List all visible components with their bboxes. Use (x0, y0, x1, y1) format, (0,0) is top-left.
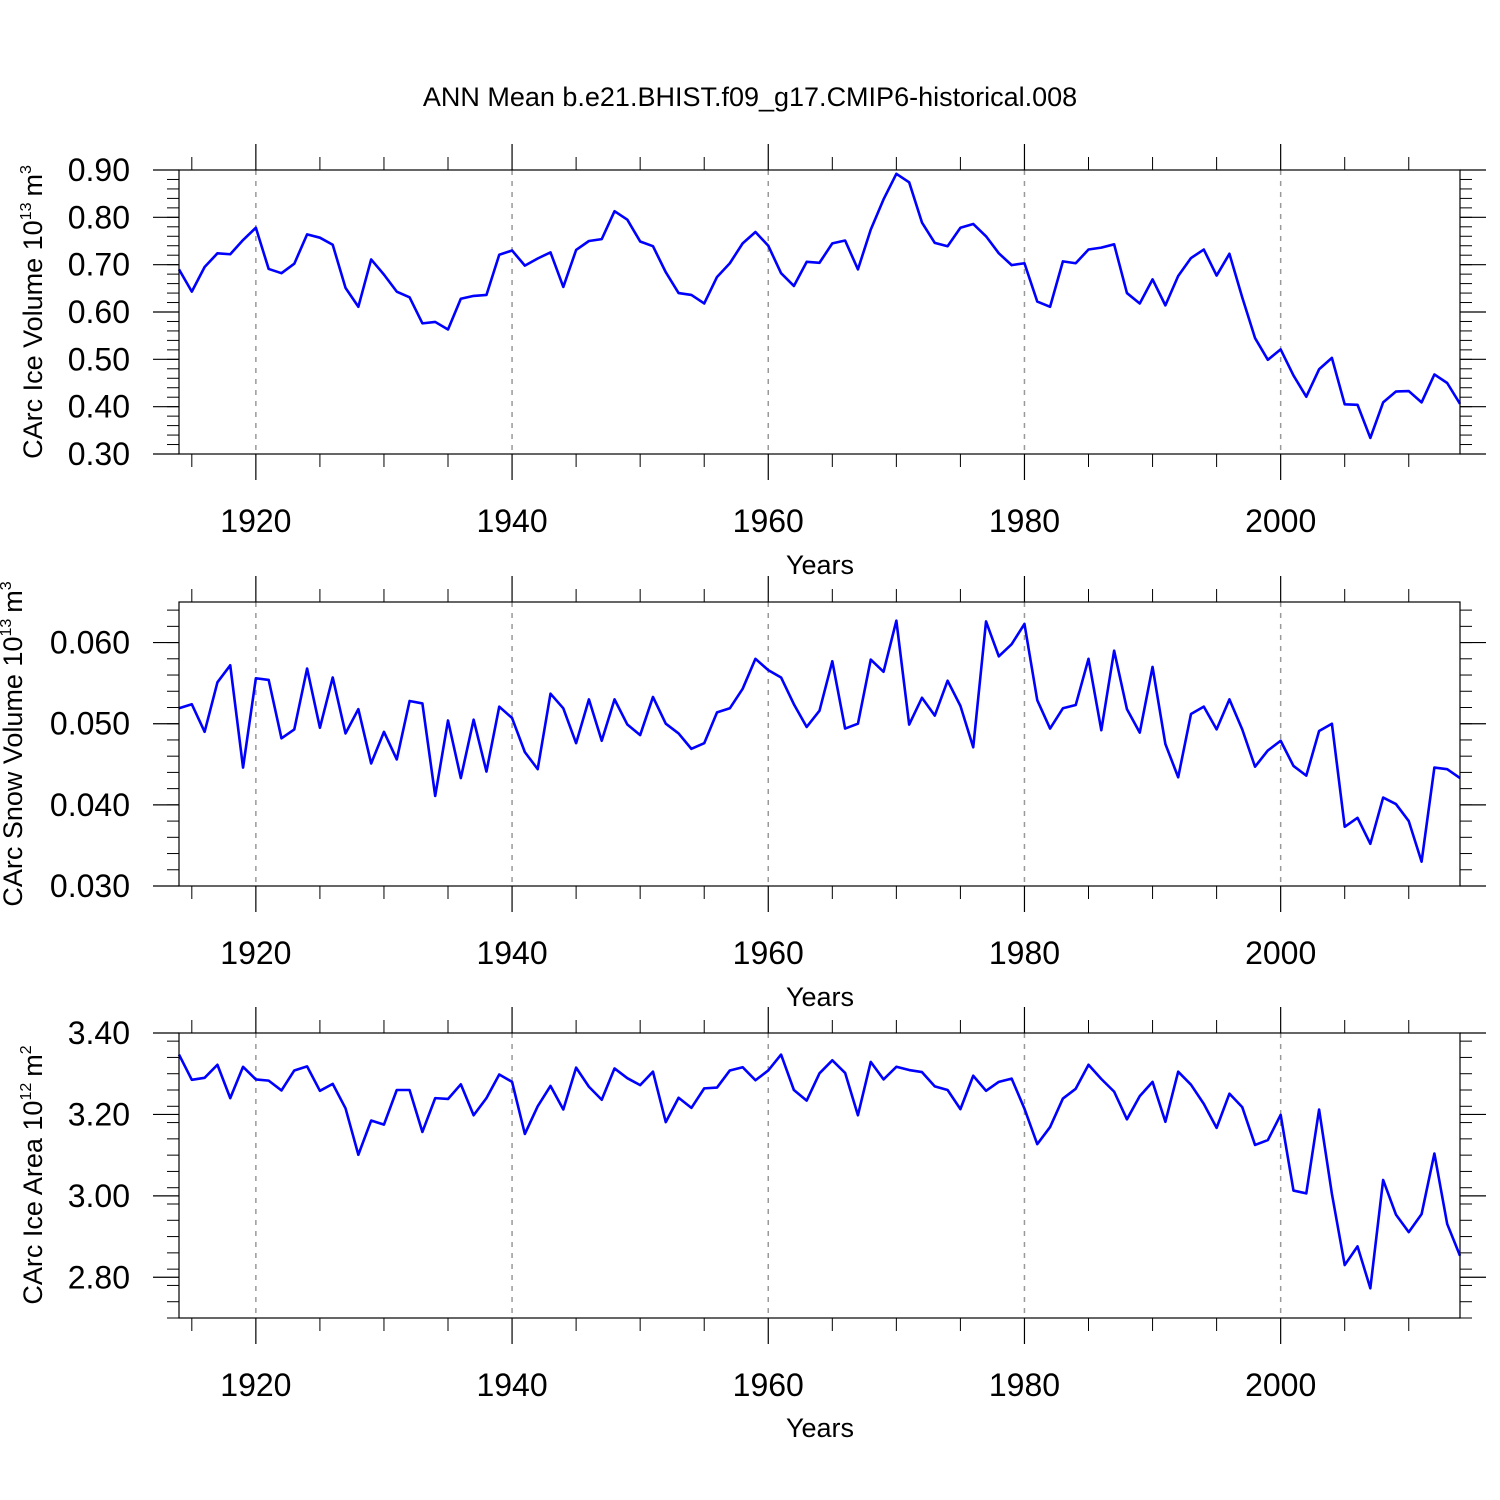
snow-volume-y-tick-label: 0.030 (50, 868, 130, 904)
ice-volume-x-label: Years (786, 550, 854, 580)
snow-volume-series-line (178, 619, 1461, 863)
ice-area-panel: CArc Ice Area 1012m2 Years 1920 1940 1960 1… (18, 1007, 1486, 1443)
ice-area-series-line (177, 1053, 1462, 1290)
ice-volume-y-tick-label: 0.90 (68, 152, 130, 188)
ice-volume-y-tick-label: 0.30 (68, 436, 130, 472)
snow-volume-y-tick-label: 0.060 (50, 625, 130, 661)
ice-area-x-tick-label: 2000 (1245, 1367, 1316, 1403)
ice-area-y-tick-label: 3.20 (68, 1096, 130, 1132)
ice-area-y-tick-label: 2.80 (68, 1259, 130, 1295)
ice-area-x-tick-label: 1940 (476, 1367, 547, 1403)
snow-volume-y-tick-label: 0.040 (50, 787, 130, 823)
snow-volume-x-tick-label: 2000 (1245, 935, 1316, 971)
snow-volume-y-label: CArc Snow Volume 1013m3 (0, 581, 28, 906)
snow-volume-x-tick-label: 1940 (476, 935, 547, 971)
snow-volume-y-tick-label: 0.050 (50, 706, 130, 742)
ice-area-y-label: CArc Ice Area 1012m2 (18, 1045, 48, 1304)
ice-volume-y-label: CArc Ice Volume 1013m3 (18, 165, 48, 459)
ice-volume-x-tick-label: 1960 (733, 503, 804, 539)
ice-volume-x-tick-label: 1920 (220, 503, 291, 539)
ice-volume-y-tick-label: 0.60 (68, 294, 130, 330)
ice-area-x-tick-label: 1960 (733, 1367, 804, 1403)
snow-volume-panel: CArc Snow Volume 1013m3 Years 1920 1940 19… (0, 576, 1486, 1012)
snow-volume-x-label: Years (786, 982, 854, 1012)
snow-volume-plot-frame (178, 601, 1461, 887)
ice-area-plot-frame (178, 1032, 1461, 1319)
ice-volume-x-tick-label: 1940 (476, 503, 547, 539)
ice-volume-y-tick-label: 0.70 (68, 247, 130, 283)
ice-volume-panel: CArc Ice Volume 1013m3 Years 1920 1940 196… (18, 144, 1486, 580)
snow-volume-x-tick-label: 1960 (733, 935, 804, 971)
ice-area-x-label: Years (786, 1413, 854, 1443)
ice-volume-y-tick-label: 0.80 (68, 199, 130, 235)
ice-area-x-tick-label: 1980 (989, 1367, 1060, 1403)
ice-volume-series-line (177, 172, 1462, 440)
ice-volume-plot-frame (178, 169, 1461, 455)
ice-area-y-tick-label: 3.00 (68, 1178, 130, 1214)
ice-volume-y-tick-label: 0.50 (68, 341, 130, 377)
ice-volume-x-tick-label: 2000 (1245, 503, 1316, 539)
ice-area-x-tick-label: 1920 (220, 1367, 291, 1403)
figure-title: ANN Mean b.e21.BHIST.f09_g17.CMIP6-histo… (423, 82, 1077, 112)
ice-area-y-tick-label: 3.40 (68, 1015, 130, 1051)
snow-volume-x-tick-label: 1920 (220, 935, 291, 971)
ice-volume-y-tick-label: 0.40 (68, 389, 130, 425)
ice-volume-x-tick-label: 1980 (989, 503, 1060, 539)
snow-volume-x-tick-label: 1980 (989, 935, 1060, 971)
